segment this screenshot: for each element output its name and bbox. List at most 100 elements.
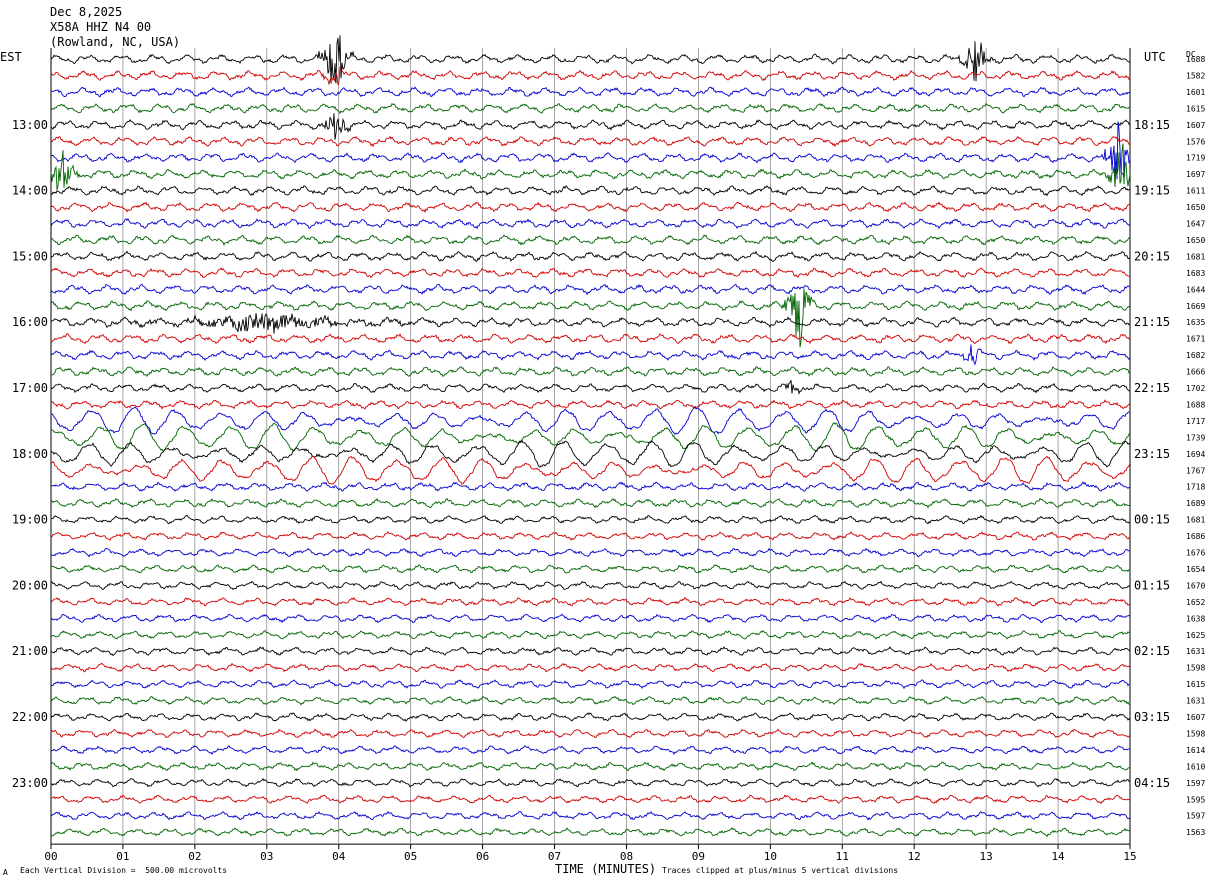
dc-offset-label: 1576 — [1186, 137, 1205, 146]
seismic-trace — [50, 662, 1131, 673]
dc-offset-label: 1686 — [1186, 532, 1205, 541]
dc-offset-label: 1739 — [1186, 433, 1205, 442]
dc-offset-label: 1670 — [1186, 581, 1205, 590]
x-axis-title: TIME (MINUTES) — [555, 862, 657, 876]
utc-axis-label: UTC — [1144, 50, 1166, 64]
dc-offset-label: 1625 — [1186, 631, 1205, 640]
x-tick-label: 04 — [332, 850, 346, 863]
seismic-trace — [50, 761, 1131, 772]
seismic-trace — [50, 366, 1131, 378]
x-tick-label: 10 — [764, 850, 777, 863]
seismic-trace — [50, 405, 1131, 436]
dc-offset-label: 1597 — [1186, 779, 1205, 788]
x-tick-label: 15 — [1123, 850, 1136, 863]
est-hour-label: 20:00 — [12, 578, 48, 592]
x-tick-label: 06 — [476, 850, 489, 863]
seismic-trace — [50, 344, 1131, 366]
seismic-trace — [50, 745, 1131, 756]
seismic-trace — [50, 422, 1131, 452]
dc-offset-label: 1688 — [1186, 400, 1205, 409]
seismic-trace — [50, 333, 1131, 345]
seismic-trace — [50, 455, 1131, 485]
seismic-trace — [50, 288, 1131, 348]
seismic-trace — [50, 613, 1131, 624]
utc-hour-label: 04:15 — [1134, 776, 1170, 790]
est-hour-label: 19:00 — [12, 513, 48, 527]
x-tick-label: 09 — [692, 850, 705, 863]
dc-offset-label: 1689 — [1186, 499, 1205, 508]
dc-offset-label: 1597 — [1186, 812, 1205, 821]
seismic-trace — [50, 267, 1131, 279]
dc-offset-label: 1647 — [1186, 220, 1205, 229]
seismic-trace — [50, 712, 1131, 722]
seismic-trace — [50, 218, 1131, 230]
seismic-trace — [50, 380, 1131, 395]
utc-hour-label: 01:15 — [1134, 578, 1170, 592]
seismic-trace — [50, 629, 1131, 640]
dc-offset-label: 1598 — [1186, 729, 1205, 738]
dc-offset-label: 1610 — [1186, 762, 1205, 771]
seismic-trace — [50, 547, 1131, 558]
seismic-trace — [50, 827, 1131, 838]
seismic-trace — [50, 201, 1130, 214]
utc-hour-label: 02:15 — [1134, 644, 1170, 658]
est-hour-label: 18:00 — [12, 447, 48, 461]
seismic-trace — [50, 313, 1131, 334]
dc-offset-label: 1682 — [1186, 351, 1205, 360]
est-hour-label: 16:00 — [12, 315, 48, 329]
utc-hour-label: 21:15 — [1134, 315, 1170, 329]
seismic-trace — [50, 399, 1131, 410]
dc-offset-label: 1717 — [1186, 417, 1205, 426]
seismic-trace — [50, 121, 1131, 180]
utc-hour-label: 22:15 — [1134, 381, 1170, 395]
est-hour-label: 13:00 — [12, 118, 48, 132]
dc-offset-label: 1688 — [1186, 55, 1205, 64]
time-grid — [50, 48, 1131, 850]
x-tick-label: 05 — [404, 850, 417, 863]
header-station: X58A HHZ N4 00 — [50, 20, 152, 34]
dc-offset-label: 1697 — [1186, 170, 1205, 179]
x-tick-label: 08 — [620, 850, 633, 863]
seismic-trace — [50, 728, 1131, 739]
corner-mark: A — [3, 868, 8, 877]
seismic-trace — [50, 564, 1131, 574]
utc-hour-label: 00:15 — [1134, 513, 1170, 527]
dc-offset-label: 1607 — [1186, 713, 1205, 722]
seismic-trace — [50, 777, 1131, 788]
seismic-trace — [50, 810, 1131, 821]
seismic-trace — [50, 283, 1131, 296]
x-tick-label: 01 — [116, 850, 129, 863]
dc-offset-label: 1631 — [1186, 697, 1205, 706]
seismic-trace — [50, 531, 1131, 541]
header-date: Dec 8,2025 — [50, 5, 123, 19]
dc-offset-label: 1650 — [1186, 236, 1205, 245]
dc-offset-label: 1563 — [1186, 828, 1205, 837]
utc-hour-label: 20:15 — [1134, 249, 1170, 263]
header-location: (Rowland, NC, USA) — [50, 35, 181, 49]
dc-offset-label: 1611 — [1186, 187, 1205, 196]
seismic-trace — [50, 234, 1131, 246]
est-hour-label: 15:00 — [12, 249, 48, 263]
dc-offset-label: 1681 — [1186, 252, 1205, 261]
dc-column-label: DC — [1186, 50, 1196, 59]
est-hour-label: 21:00 — [12, 644, 48, 658]
x-tick-label: 11 — [836, 850, 849, 863]
dc-offset-label: 1631 — [1186, 647, 1205, 656]
dc-offset-label: 1676 — [1186, 549, 1205, 558]
dc-offset-label: 1669 — [1186, 302, 1205, 311]
x-tick-label: 02 — [188, 850, 201, 863]
est-axis-label: EST — [0, 50, 22, 64]
dc-offset-label: 1614 — [1186, 746, 1205, 755]
trace-group — [50, 35, 1131, 838]
axis-labels: 00 01 02 03 04 05 06 07 08 09 10 11 12 13 14 15 1688 1582… — [12, 55, 1206, 863]
dc-offset-label: 1694 — [1186, 450, 1205, 459]
dc-offset-label: 1681 — [1186, 516, 1205, 525]
dc-offset-label: 1702 — [1186, 384, 1205, 393]
seismic-trace — [50, 143, 1131, 190]
seismic-trace — [50, 185, 1131, 197]
seismic-trace — [50, 439, 1131, 468]
scale-note: Each Vertical Division = 500.00 microvol… — [20, 866, 228, 875]
seismic-trace — [50, 135, 1131, 148]
seismic-trace — [50, 86, 1131, 98]
